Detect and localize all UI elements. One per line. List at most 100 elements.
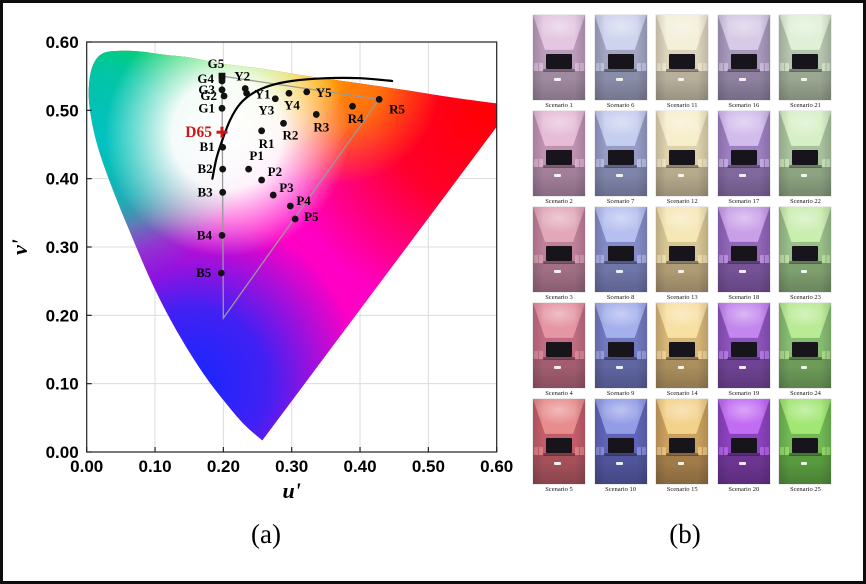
chairs-right: [759, 351, 769, 359]
point-label-Y5: Y5: [316, 85, 332, 100]
tv-screen: [542, 54, 576, 73]
chairs-left: [657, 351, 667, 359]
floor-tag: [615, 365, 623, 369]
point-label-B5: B5: [196, 265, 212, 280]
scenario-cell: Scenario 20: [717, 399, 770, 493]
ceiling-light: [717, 207, 770, 242]
scenario-caption: Scenario 16: [728, 101, 760, 109]
point-label-R5: R5: [389, 101, 405, 116]
point-label-B3: B3: [198, 184, 214, 199]
chairs-left: [595, 351, 605, 359]
point-label-B1: B1: [200, 139, 215, 154]
floor-tag: [677, 461, 685, 465]
data-point-R4: [349, 102, 356, 110]
scenario-image: [717, 207, 770, 292]
data-point-Y3: [271, 95, 279, 103]
scenario-caption: Scenario 23: [789, 293, 821, 301]
floor-tag: [615, 269, 623, 273]
chairs-right: [636, 159, 646, 167]
data-point-P4: [286, 202, 294, 210]
chairs-left: [780, 63, 790, 71]
x-axis-label: u': [283, 478, 301, 503]
chairs-left: [595, 447, 605, 455]
tv-screen: [789, 438, 822, 457]
scenario-cell: Scenario 17: [717, 111, 770, 205]
floor: [594, 167, 647, 196]
scenario-caption: Scenario 6: [606, 101, 635, 109]
scenario-caption: Scenario 22: [789, 197, 821, 205]
chairs-left: [534, 447, 543, 455]
tv-screen: [789, 54, 822, 73]
scenario-caption: Scenario 10: [605, 485, 637, 493]
point-label-G3: G3: [198, 82, 215, 97]
ceiling-light: [717, 111, 770, 146]
chairs-right: [821, 159, 831, 167]
tv-screen: [542, 246, 576, 265]
tv-screen: [665, 54, 699, 73]
floor: [594, 359, 647, 388]
scenario-image: [594, 207, 647, 292]
tv-screen: [604, 150, 637, 169]
floor-tag: [554, 461, 562, 465]
point-label-R2: R2: [283, 127, 299, 142]
scenario-cell: Scenario 15: [656, 399, 709, 493]
point-label-G5: G5: [208, 56, 225, 71]
chairs-right: [821, 351, 831, 359]
chairs-left: [657, 447, 667, 455]
tv-screen: [789, 150, 822, 169]
scenario-image: [779, 303, 832, 388]
tv-screen: [665, 342, 699, 361]
data-point-P1: [245, 165, 253, 173]
floor: [656, 71, 709, 100]
scenario-caption: Scenario 4: [545, 389, 573, 397]
panel-b-scenario-grid: Scenario 1 Scenario 2 Scenario 3 Scenario 4…: [520, 0, 866, 584]
y-tick-labels: 0.00 0.10 0.20 0.30 0.40 0.50 0.60: [46, 33, 79, 462]
ceiling-light: [656, 399, 709, 434]
tv-screen: [542, 150, 576, 169]
chromaticity-diagram: 0.00 0.10 0.20 0.30 0.40 0.50 0.60 0.00 0.10 0.20…: [7, 33, 513, 503]
floor: [779, 455, 832, 484]
chairs-left: [534, 63, 543, 71]
scenario-cell: Scenario 18: [717, 207, 770, 301]
ceiling-light: [594, 111, 647, 146]
chairs-left: [718, 255, 728, 263]
floor: [594, 71, 647, 100]
chairs-right: [575, 255, 584, 263]
chairs-left: [780, 255, 790, 263]
chairs-left: [534, 159, 543, 167]
floor: [656, 167, 709, 196]
data-point-R5: [375, 96, 383, 103]
chairs-right: [759, 159, 769, 167]
chairs-right: [636, 447, 646, 455]
point-label-Y4: Y4: [284, 97, 300, 112]
data-point-B2: [219, 165, 227, 173]
ceiling-light: [717, 303, 770, 338]
ceiling-light: [656, 111, 709, 146]
y-tick-label: 0.10: [46, 375, 79, 394]
scenario-cell: Scenario 14: [656, 303, 709, 397]
chairs-right: [698, 351, 708, 359]
ceiling-light: [779, 303, 832, 338]
y-tick-label: 0.40: [46, 170, 79, 189]
scenario-cell: Scenario 23: [779, 207, 832, 301]
point-label-R1: R1: [259, 136, 275, 151]
floor-tag: [677, 269, 685, 273]
scenario-cell: Scenario 24: [779, 303, 832, 397]
chromaticity-horseshoe: [88, 50, 497, 441]
d65-label: D65: [185, 124, 212, 141]
y-tick-label: 0.30: [46, 238, 79, 257]
chairs-left: [780, 351, 790, 359]
tv-screen: [542, 342, 576, 361]
data-point-P2: [258, 176, 266, 184]
chairs-right: [759, 63, 769, 71]
floor-tag: [800, 461, 808, 465]
floor: [594, 455, 647, 484]
scenario-caption: Scenario 18: [728, 293, 760, 301]
data-point-B1: [219, 143, 227, 151]
floor: [779, 71, 832, 100]
scenario-image: [779, 207, 832, 292]
chairs-left: [595, 159, 605, 167]
scenario-image: [656, 303, 709, 388]
chairs-right: [575, 63, 584, 71]
